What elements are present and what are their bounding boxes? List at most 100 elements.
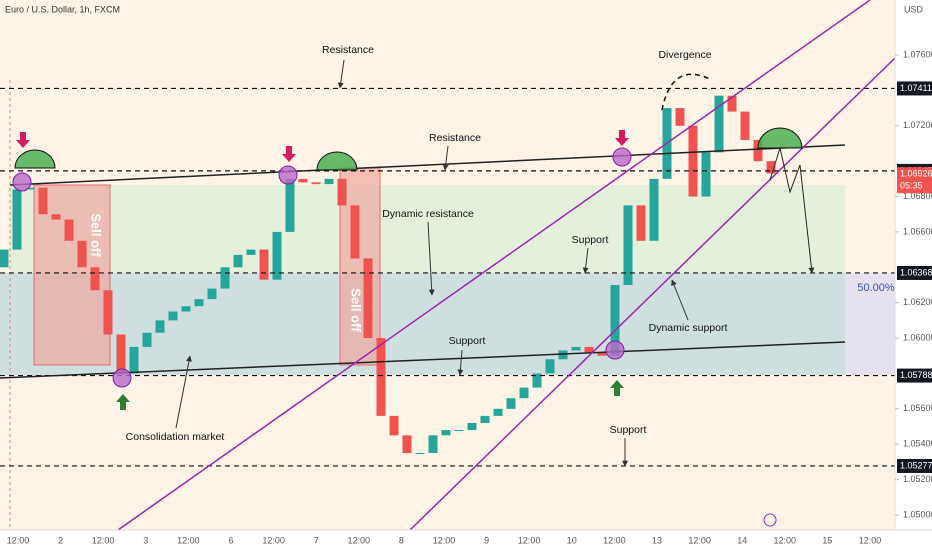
candle [272,231,282,280]
candle [766,161,776,174]
currency: USD [904,4,924,14]
y-tick-label: 1.05400 [903,439,932,449]
candle [129,346,139,374]
candle [649,178,659,241]
price-label: 1.05277 [900,460,932,470]
candle [636,205,646,241]
price-label: 1.06368 [900,267,932,277]
candle [116,334,126,374]
touch-point [612,147,632,167]
candle [259,249,269,280]
price-tag [897,81,932,96]
touch-point [12,172,32,192]
price-label: 1.05788 [900,370,932,380]
x-tick-label: 6 [228,535,233,545]
y-tick-label: 1.05200 [903,474,932,484]
candle [246,249,256,255]
candle [298,178,308,183]
channel-bottom [0,341,846,379]
candle [90,267,100,291]
x-tick-label: 12:00 [433,535,456,545]
candle [545,359,555,374]
candle [142,332,152,347]
fib-zone [845,273,895,375]
x-tick-label: 12:00 [688,535,711,545]
channel-top [9,144,846,186]
candle [402,435,412,454]
projection [769,146,815,274]
candle [519,387,529,399]
pointer [582,247,589,274]
down-arrow [16,132,30,148]
y-tick-label: 1.07600 [903,49,932,59]
candle [441,430,451,436]
candle [389,415,399,436]
annotation: Dynamic resistance [382,208,474,220]
x-tick-label: 10 [567,535,577,545]
y-tick-label: 1.07200 [903,120,932,130]
candle [350,205,360,259]
green-zone [10,185,845,273]
candle [740,111,750,140]
x-tick-label: 3 [143,535,148,545]
x-tick-label: 12:00 [859,535,882,545]
price-tag [897,265,932,280]
annotation: Sell off [89,213,104,257]
candle [155,320,165,333]
candle [701,152,711,197]
price-tag [897,368,932,383]
annotation: Support [610,424,647,436]
candle [324,178,334,185]
candle [675,108,685,126]
candle [363,258,373,339]
candle [727,95,737,112]
y-tick-label: 1.05600 [903,403,932,413]
candle [571,346,581,351]
candle [168,311,178,321]
pointer [457,349,464,376]
up-arrow [610,380,624,396]
x-tick-label: 12:00 [7,535,30,545]
annotation: Resistance [429,132,481,144]
candle [506,398,516,409]
candle [194,299,204,307]
candle [233,254,243,268]
annotation: Resistance [322,44,374,56]
x-tick-label: 12:00 [774,535,797,545]
event-icon [763,513,777,527]
y-tick-label: 1.06800 [903,191,932,201]
x-tick-label: 12:00 [348,535,371,545]
pointer [427,221,435,296]
candle [285,178,295,232]
chart-title: Euro / U.S. Dollar, 1h, FXCM [5,4,120,14]
candle [103,290,113,335]
pointer [175,355,192,429]
candle [493,408,503,416]
x-tick-label: 13 [652,535,662,545]
arc [14,149,56,169]
pointer [442,145,449,171]
candle [51,214,61,220]
candle [337,178,347,206]
pointer [671,279,689,321]
annotation: Dynamic support [649,322,728,334]
candle [415,453,425,455]
candle [480,415,490,423]
candle [428,435,438,454]
candle [220,267,230,289]
candle [207,288,217,300]
candle [25,187,35,190]
annotation: Support [449,335,486,347]
candle [714,95,724,153]
touch-point [605,340,625,360]
arc [757,127,803,149]
up-arrow [116,394,130,410]
x-tick-label: 2 [58,535,63,545]
x-tick-label: 12:00 [603,535,626,545]
candle [181,306,191,312]
trend-line [117,0,871,531]
candle [558,350,568,360]
candle [64,219,74,241]
x-tick-label: 9 [484,535,489,545]
candle [311,182,321,185]
